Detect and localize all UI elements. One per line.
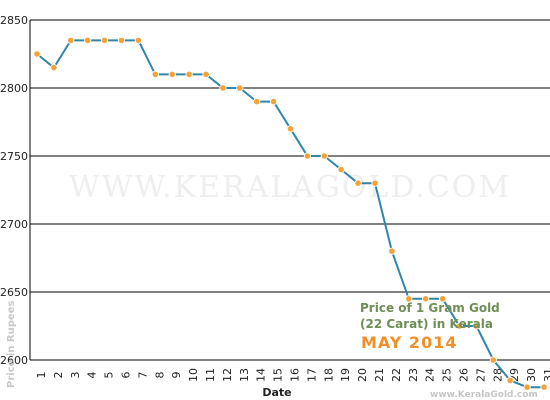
x-tick-label: 21: [373, 368, 386, 382]
x-tick-label: 13: [238, 368, 251, 382]
data-point: [168, 70, 176, 79]
x-tick-label: 20: [356, 368, 369, 382]
data-point: [303, 152, 311, 160]
data-point: [286, 125, 295, 133]
data-point: [134, 36, 142, 45]
data-point: [269, 98, 278, 106]
x-tick-label: 5: [103, 372, 116, 379]
y-tick-label: 2700: [0, 218, 28, 231]
x-tick-label: 9: [170, 372, 183, 379]
chart-title-line2: (22 Carat) in Kerala: [360, 317, 493, 331]
watermark: WWW.KERALAGOLD.COM: [69, 170, 511, 205]
data-point: [506, 376, 514, 384]
data-point: [455, 322, 464, 330]
x-tick-label: 2: [52, 372, 65, 379]
x-tick-label: 23: [407, 368, 420, 382]
data-point: [523, 383, 531, 391]
x-tick-label: 22: [390, 368, 403, 382]
x-tick-label: 14: [255, 368, 268, 382]
x-tick-label: 18: [322, 368, 335, 382]
x-tick-label: 3: [69, 372, 82, 379]
x-axis-label: Date: [262, 386, 291, 399]
chart-subtitle: MAY 2014: [361, 333, 457, 352]
data-point: [540, 383, 548, 391]
data-point: [101, 36, 109, 45]
data-point: [253, 98, 261, 106]
data-point: [489, 356, 497, 364]
data-point: [422, 295, 430, 303]
x-tick-label: 4: [86, 372, 99, 379]
x-tick-label: 8: [153, 372, 166, 379]
y-axis-ticks: 2600 2650 2700 2750 2800 2850: [0, 14, 28, 367]
data-point: [33, 50, 41, 58]
data-point: [371, 179, 379, 187]
y-axis-label: Price in Rupees: [6, 301, 17, 388]
data-point: [117, 36, 126, 45]
data-point: [219, 84, 227, 92]
x-tick-label: 28: [491, 368, 504, 382]
y-tick-label: 2750: [0, 150, 28, 163]
x-tick-label: 15: [272, 368, 285, 382]
data-point: [67, 36, 75, 45]
data-point: [50, 64, 58, 72]
x-tick-label: 24: [424, 368, 437, 382]
data-point: [388, 247, 396, 255]
y-tick-label: 2850: [0, 14, 28, 27]
x-tick-label: 27: [474, 368, 487, 382]
price-markers: [33, 36, 548, 391]
x-tick-label: 19: [339, 368, 352, 382]
data-point: [472, 322, 480, 330]
price-series-line: [36, 39, 544, 389]
y-tick-label: 2800: [0, 82, 28, 95]
x-tick-label: 30: [525, 368, 538, 382]
data-point: [202, 70, 210, 79]
x-tick-label: 1: [35, 372, 48, 379]
data-point: [438, 295, 447, 303]
x-tick-label: 7: [136, 372, 149, 379]
grid-lines: [29, 19, 550, 361]
x-tick-label: 17: [305, 368, 318, 382]
x-tick-label: 12: [221, 368, 234, 382]
y-tick-label: 2600: [0, 354, 28, 367]
data-point: [84, 36, 92, 45]
data-point: [405, 295, 413, 303]
x-tick-label: 6: [120, 372, 133, 379]
x-tick-label: 10: [187, 368, 200, 382]
chart-title: Price of 1 Gram Gold: [360, 301, 500, 315]
data-point: [185, 70, 193, 79]
site-credit: www.KeralaGold.com: [430, 390, 538, 400]
data-point: [151, 70, 159, 79]
y-tick-label: 2650: [0, 286, 28, 299]
x-tick-label: 26: [458, 368, 471, 382]
x-tick-label: 11: [204, 368, 217, 382]
x-tick-label: 25: [441, 368, 454, 382]
x-axis-ticks: 1 2 3 4 5 6 7 8 9 10 11 12 13 14 15 16 17 18 19 20 21 22 23 24 2…: [35, 368, 550, 382]
data-point: [236, 84, 244, 92]
data-point: [337, 166, 345, 174]
x-tick-label: 16: [289, 368, 302, 382]
data-point: [320, 152, 328, 160]
data-point: [354, 179, 362, 187]
x-tick-label: 31: [542, 368, 550, 382]
